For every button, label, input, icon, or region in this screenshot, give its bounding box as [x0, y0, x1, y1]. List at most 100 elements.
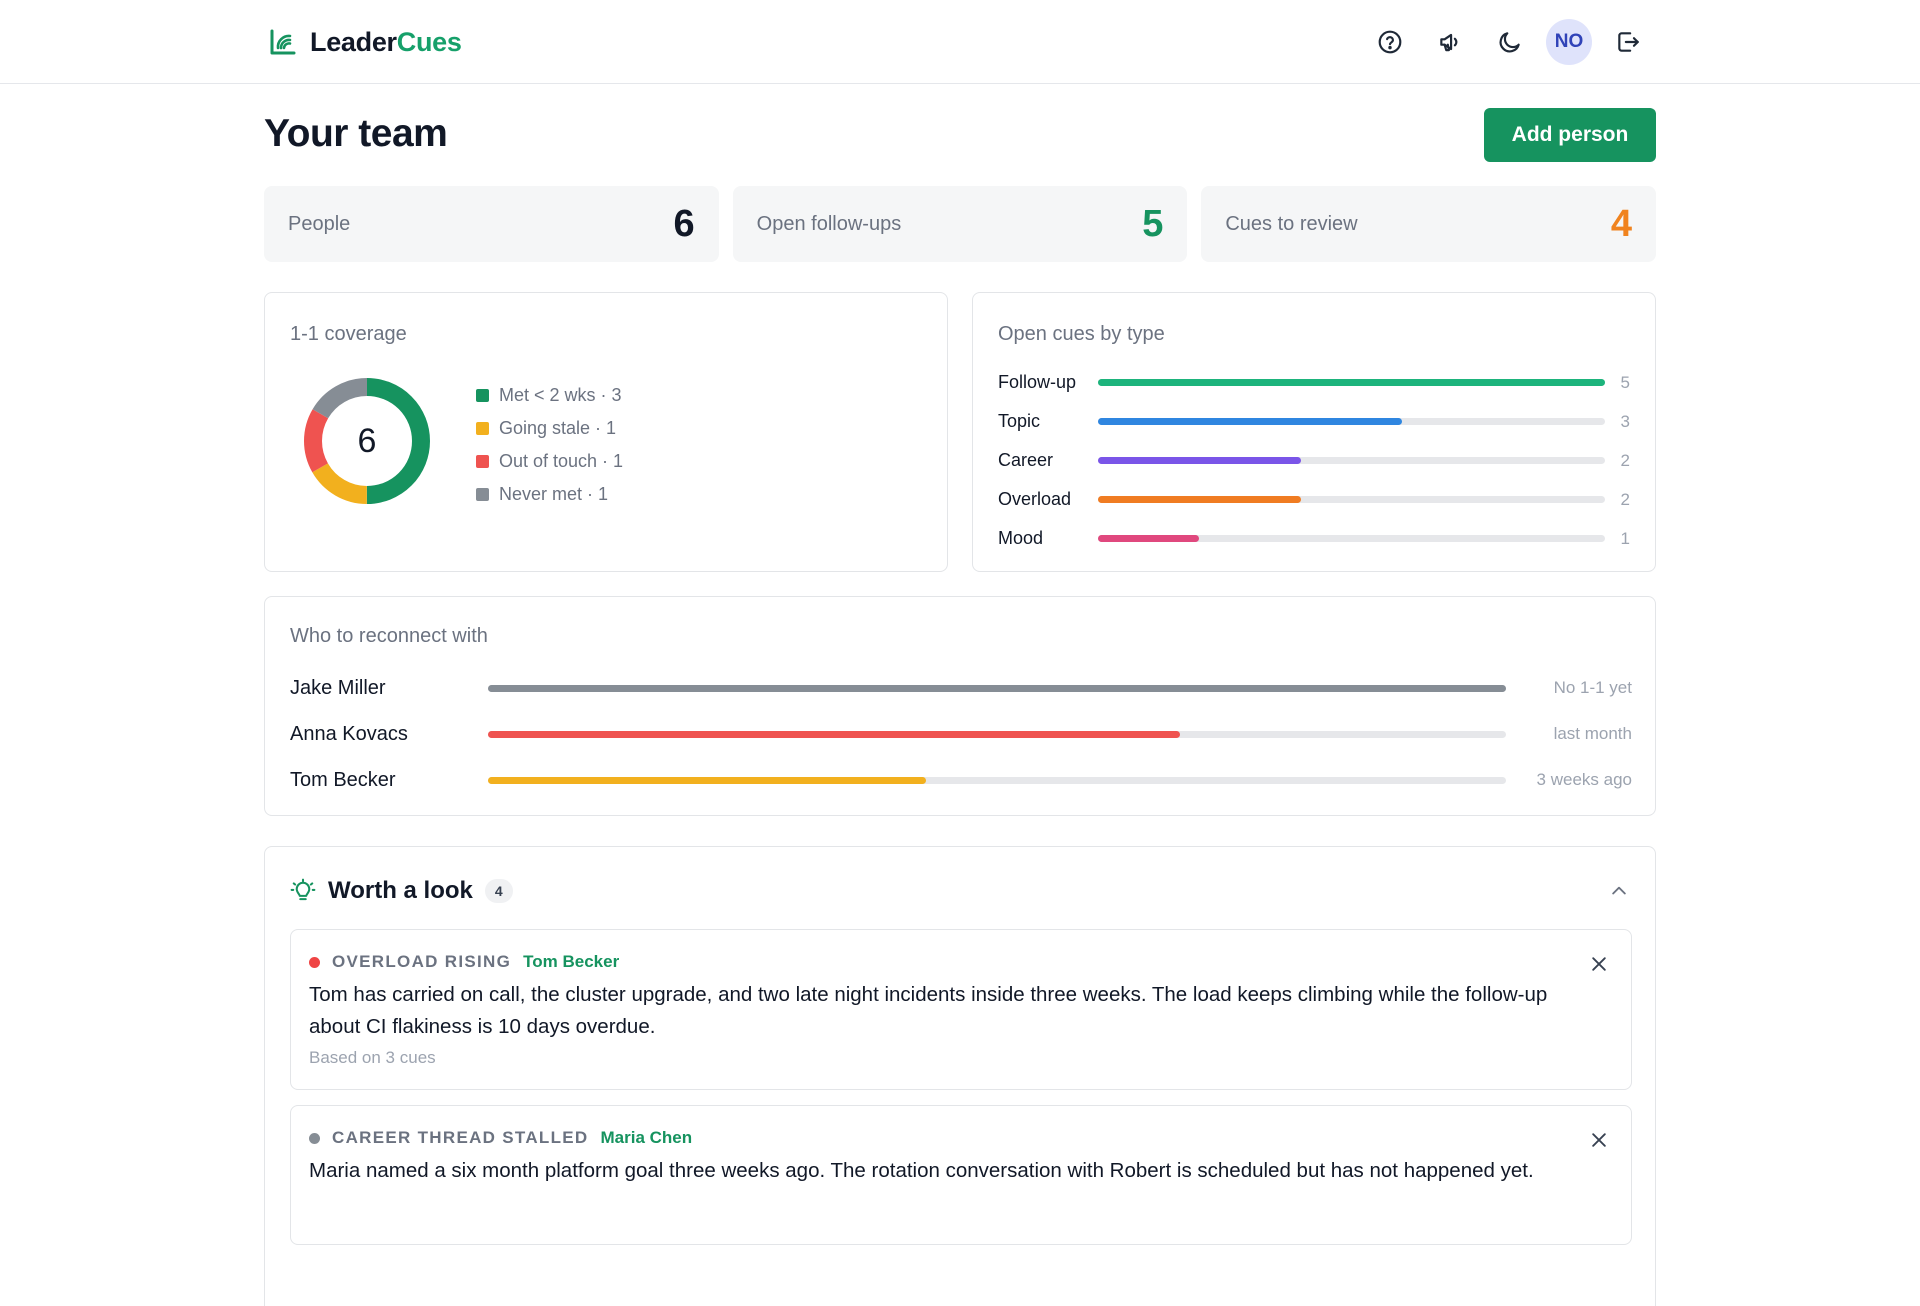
- cue-count: 2: [1620, 489, 1630, 509]
- leadercues-logo-icon: [270, 29, 296, 55]
- insight-person-link[interactable]: Maria Chen: [600, 1128, 693, 1147]
- coverage-total: 6: [357, 421, 377, 460]
- cue-bar-track: [1098, 418, 1605, 425]
- cues-by-type-title: Open cues by type: [998, 323, 1165, 345]
- legend-swatch: [476, 488, 489, 501]
- stat-value: 6: [673, 202, 695, 245]
- cue-bar-track: [1098, 496, 1605, 503]
- legend-item-never-met: Never met · 1: [476, 478, 623, 511]
- cue-type-label: Overload: [998, 489, 1072, 509]
- donut-segment-never-met: [304, 378, 430, 504]
- theme-toggle-button[interactable]: [1486, 18, 1534, 66]
- legend-item-out-of-touch: Out of touch · 1: [476, 445, 623, 478]
- dismiss-insight-button[interactable]: [1585, 950, 1613, 978]
- cue-count: 5: [1620, 372, 1630, 392]
- cue-type-label: Follow-up: [998, 372, 1077, 392]
- stat-cues-to-review[interactable]: Cues to review 4: [1201, 186, 1657, 262]
- legend-label: Met < 2 wks · 3: [499, 385, 622, 405]
- worth-a-look-header: Worth a look 4: [290, 871, 513, 911]
- insight-footnote: Based on 3 cues: [309, 1048, 436, 1067]
- brand-name: LeaderCues: [310, 27, 462, 58]
- person-name: Jake Miller: [290, 676, 386, 699]
- reconnect-row[interactable]: Anna Kovacs last month: [290, 711, 1632, 757]
- person-name: Tom Becker: [290, 768, 396, 791]
- brand-name-part1: Leader: [310, 26, 397, 57]
- insight-card[interactable]: OVERLOAD RISING Tom Becker Tom has carri…: [290, 929, 1632, 1090]
- stat-label: Open follow-ups: [756, 212, 902, 235]
- stat-value: 4: [1610, 202, 1633, 245]
- cue-row-overload[interactable]: Overload 2: [998, 480, 1630, 519]
- lightbulb-icon: [290, 878, 316, 901]
- cue-row-topic[interactable]: Topic 3: [998, 402, 1630, 441]
- insight-tag: CAREER THREAD STALLED: [332, 1128, 589, 1147]
- cue-type-label: Mood: [998, 528, 1044, 548]
- worth-a-look-panel: Worth a look 4 OVERLOAD RISING Tom Becke…: [264, 846, 1656, 1306]
- cue-type-label: Career: [998, 450, 1054, 470]
- brand[interactable]: LeaderCues: [268, 24, 462, 60]
- cue-type-label: Topic: [998, 411, 1041, 431]
- insight-tag: OVERLOAD RISING: [332, 952, 512, 971]
- coverage-title: 1-1 coverage: [290, 323, 407, 345]
- help-icon: [1378, 30, 1402, 54]
- coverage-donut-chart: [304, 378, 430, 504]
- legend-swatch: [476, 455, 489, 468]
- insight-person-link[interactable]: Tom Becker: [523, 952, 620, 971]
- person-name: Anna Kovacs: [290, 722, 408, 745]
- insight-status-dot: [309, 1132, 320, 1144]
- reconnect-bar-track: [488, 730, 1506, 738]
- cue-bar-track: [1098, 379, 1605, 386]
- cue-bar-fill: [1098, 535, 1200, 542]
- help-button[interactable]: [1366, 18, 1414, 66]
- title-row: Your team Add person: [264, 108, 1656, 162]
- cue-row-follow-up[interactable]: Follow-up 5: [998, 363, 1630, 402]
- reconnect-row[interactable]: Jake Miller No 1-1 yet: [290, 665, 1632, 711]
- insight-meta: CAREER THREAD STALLED Maria Chen: [309, 1126, 692, 1150]
- cue-bar-track: [1098, 457, 1605, 464]
- reconnect-bar-track: [488, 684, 1506, 692]
- close-icon: [1592, 1133, 1606, 1147]
- moon-icon: [1499, 32, 1520, 53]
- reconnect-bar-fill: [488, 776, 926, 784]
- stat-label: People: [288, 212, 351, 235]
- insight-meta: OVERLOAD RISING Tom Becker: [309, 950, 619, 974]
- stat-people[interactable]: People 6: [264, 186, 719, 262]
- insight-body: Tom has carried on call, the cluster upg…: [309, 983, 1548, 1038]
- header-actions: NO: [1366, 18, 1652, 66]
- legend-swatch: [476, 389, 489, 402]
- close-icon: [1592, 957, 1606, 971]
- logout-icon: [1618, 32, 1639, 52]
- last-met-note: No 1-1 yet: [1553, 678, 1632, 697]
- top-bar: LeaderCues NO: [0, 0, 1920, 84]
- dismiss-insight-button[interactable]: [1585, 1126, 1613, 1154]
- last-met-note: 3 weeks ago: [1536, 770, 1632, 789]
- add-person-button[interactable]: Add person: [1484, 108, 1656, 162]
- legend-swatch: [476, 422, 489, 435]
- reconnect-bar-fill: [488, 730, 1181, 738]
- cue-bar-track: [1098, 535, 1605, 542]
- cue-count: 1: [1620, 528, 1630, 548]
- cue-bar-fill: [1098, 457, 1301, 464]
- cue-bar-fill: [1098, 496, 1301, 503]
- reconnect-title: Who to reconnect with: [290, 625, 488, 647]
- stat-open-follow-ups[interactable]: Open follow-ups 5: [732, 186, 1188, 262]
- announcements-button[interactable]: [1426, 18, 1474, 66]
- legend-label: Out of touch · 1: [499, 451, 624, 471]
- user-avatar[interactable]: NO: [1546, 19, 1592, 65]
- stats-row: People 6 Open follow-ups 5 Cues to revie…: [264, 186, 1657, 262]
- cue-row-career[interactable]: Career 2: [998, 441, 1630, 480]
- cue-row-mood[interactable]: Mood 1: [998, 519, 1630, 558]
- cues-by-type-card: Open cues by type Follow-up 5 Topic 3 Ca…: [972, 292, 1656, 572]
- legend-item-met: Met < 2 wks · 3: [476, 379, 623, 412]
- reconnect-bar-track: [488, 776, 1506, 784]
- insight-card[interactable]: CAREER THREAD STALLED Maria Chen Maria n…: [290, 1105, 1632, 1245]
- stat-value: 5: [1142, 202, 1164, 245]
- legend-label: Never met · 1: [499, 484, 609, 504]
- insight-status-dot: [309, 956, 320, 968]
- chevron-up-icon: [1612, 886, 1626, 895]
- last-met-note: last month: [1553, 724, 1632, 743]
- worth-a-look-count-badge: 4: [484, 879, 513, 903]
- collapse-button[interactable]: [1605, 877, 1633, 905]
- logout-button[interactable]: [1604, 18, 1652, 66]
- reconnect-row[interactable]: Tom Becker 3 weeks ago: [290, 757, 1632, 803]
- reconnect-card: Who to reconnect with Jake Miller No 1-1…: [264, 596, 1656, 816]
